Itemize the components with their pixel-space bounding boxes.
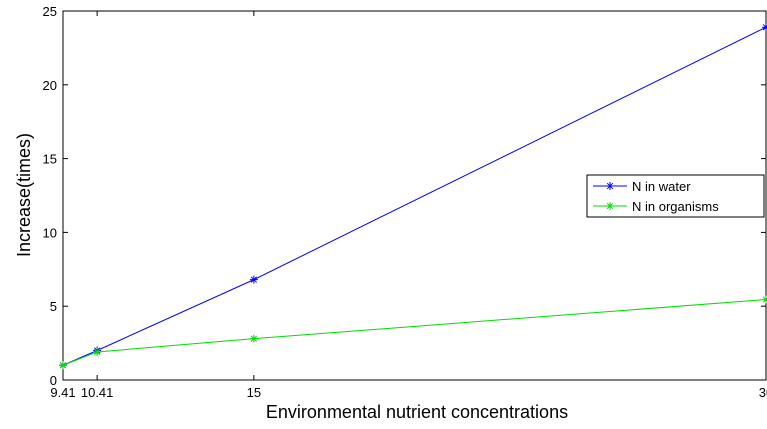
- y-axis-label: Increase(times): [14, 133, 34, 257]
- marker-stroke: [59, 362, 67, 369]
- data-point: [762, 23, 767, 32]
- legend-marker: [606, 182, 614, 190]
- data-point: [249, 275, 258, 284]
- legend-marker: [606, 202, 614, 210]
- y-tick-label: 0: [50, 373, 57, 388]
- axis-ticks: 9.41 10.41 15 30 0 5 10 15 20 25: [43, 4, 767, 400]
- x-tick-label: 10.41: [81, 385, 114, 400]
- data-point: [249, 334, 258, 343]
- marker-stroke: [762, 25, 767, 31]
- data-point: [93, 347, 102, 356]
- series-line-2: [62, 299, 767, 366]
- y-tick-label: 20: [43, 78, 57, 93]
- marker-stroke: [93, 348, 101, 356]
- legend-entry: N in water: [632, 179, 691, 194]
- marker-stroke: [606, 202, 614, 210]
- x-tick-label: 9.41: [50, 385, 75, 400]
- y-tick-label: 25: [43, 4, 57, 19]
- legend-box: [586, 174, 765, 218]
- x-axis-label: Environmental nutrient concentrations: [266, 402, 568, 422]
- y-tick-label: 5: [50, 299, 57, 314]
- x-tick-label: 30: [759, 385, 767, 400]
- marker-stroke: [762, 297, 767, 303]
- series-line-1: [62, 26, 767, 366]
- marker-stroke: [250, 335, 258, 342]
- y-tick-label: 10: [43, 225, 57, 240]
- data-point: [59, 361, 67, 370]
- x-tick-label: 15: [247, 385, 261, 400]
- marker-stroke: [606, 182, 614, 190]
- legend: N in water N in organisms: [586, 174, 765, 218]
- data-point: [762, 295, 767, 304]
- series-layer: [59, 23, 767, 370]
- y-tick-label: 15: [43, 152, 57, 167]
- legend-entry: N in organisms: [632, 199, 719, 214]
- marker-stroke: [250, 276, 258, 283]
